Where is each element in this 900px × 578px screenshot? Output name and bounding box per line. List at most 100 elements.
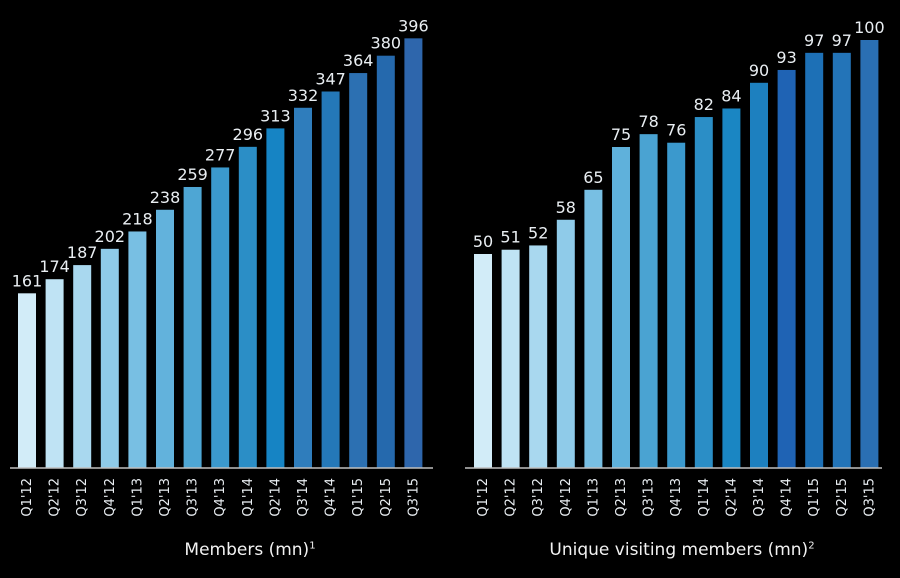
members-tick-label: Q2'12 — [48, 478, 63, 517]
members-tick-label: Q1'15 — [351, 478, 366, 517]
visiting-value-label: 100 — [854, 18, 885, 37]
members-tick-label: Q1'13 — [130, 478, 145, 517]
members-bar — [18, 293, 36, 468]
visiting-tick-label: Q4'14 — [780, 478, 795, 517]
visiting-value-label: 93 — [776, 48, 796, 67]
members-value-label: 238 — [150, 188, 181, 207]
visiting-tick-label: Q1'13 — [586, 478, 601, 517]
members-value-label: 202 — [95, 227, 126, 246]
members-value-label: 174 — [39, 257, 70, 276]
visiting-caption: Unique visiting members (mn)2 — [472, 540, 892, 560]
visiting-tick-label: Q3'15 — [862, 478, 877, 517]
visiting-value-label: 84 — [721, 86, 741, 105]
members-bar — [73, 265, 92, 468]
visiting-value-label: 97 — [832, 31, 852, 50]
members-value-label: 187 — [67, 243, 98, 262]
visiting-tick-label: Q1'14 — [697, 478, 712, 517]
visiting-tick-label: Q3'14 — [752, 478, 767, 517]
visiting-bar — [694, 117, 713, 468]
visiting-tick-label: Q3'13 — [642, 478, 657, 517]
members-tick-label: Q1'12 — [20, 478, 35, 517]
members-tick-label: Q2'14 — [268, 478, 283, 517]
members-tick-label: Q3'14 — [296, 478, 311, 517]
visiting-chart: 50 Q1'12 51 Q2'12 52 Q3'12 58 Q4'12 65 Q1'13 75 Q2'… — [465, 18, 885, 517]
members-bar — [294, 107, 312, 468]
visiting-tick-label: Q1'15 — [807, 478, 822, 517]
members-tick-label: Q4'14 — [324, 478, 339, 517]
members-value-label: 218 — [122, 209, 153, 228]
visiting-value-label: 65 — [583, 168, 603, 187]
members-caption: Members (mn)1 — [40, 540, 460, 560]
members-tick-label: Q3'12 — [75, 478, 90, 517]
members-value-label: 277 — [205, 145, 236, 164]
members-value-label: 332 — [288, 86, 319, 105]
visiting-value-label: 78 — [638, 112, 658, 131]
members-tick-label: Q4'12 — [103, 478, 118, 517]
visiting-tick-label: Q3'12 — [531, 478, 546, 517]
members-bar — [404, 38, 423, 469]
members-footnote-marker: 1 — [309, 540, 316, 552]
visiting-tick-label: Q4'13 — [669, 478, 684, 517]
members-value-label: 380 — [371, 34, 402, 53]
visiting-value-label: 58 — [556, 198, 576, 217]
visiting-tick-label: Q2'13 — [614, 478, 629, 517]
members-value-label: 296 — [233, 125, 264, 144]
visiting-value-label: 51 — [500, 228, 520, 247]
members-value-label: 347 — [315, 70, 346, 89]
visiting-bar — [722, 108, 741, 468]
visiting-value-label: 90 — [749, 61, 769, 80]
members-chart: 161 Q1'12 174 Q2'12 187 Q3'12 202 Q4'12 218 Q1'13… — [10, 16, 433, 517]
visiting-bar — [750, 82, 768, 469]
members-tick-label: Q1'14 — [241, 478, 256, 517]
visiting-tick-label: Q2'14 — [724, 478, 739, 517]
visiting-tick-label: Q4'12 — [559, 478, 574, 517]
members-tick-label: Q3'13 — [186, 478, 201, 517]
visiting-value-label: 76 — [666, 121, 686, 140]
visiting-value-label: 97 — [804, 31, 824, 50]
visiting-value-label: 82 — [694, 95, 714, 114]
visiting-bar — [777, 69, 796, 469]
visiting-title: Unique visiting members (mn) — [549, 540, 809, 560]
visiting-bar — [556, 219, 575, 468]
visiting-bar — [832, 52, 851, 469]
members-bar — [266, 128, 285, 468]
members-bar — [156, 209, 174, 468]
members-tick-label: Q4'13 — [213, 478, 228, 517]
members-bar — [238, 146, 257, 468]
visiting-bar — [474, 254, 492, 468]
members-bar — [349, 73, 368, 468]
members-title: Members (mn) — [184, 540, 310, 560]
visiting-bar — [860, 40, 879, 468]
visiting-tick-label: Q2'12 — [504, 478, 519, 517]
members-bar — [128, 231, 147, 468]
members-bar — [376, 55, 395, 468]
members-bar — [321, 91, 340, 468]
visiting-bar — [805, 52, 824, 469]
members-tick-label: Q2'13 — [158, 478, 173, 517]
members-tick-label: Q2'15 — [379, 478, 394, 517]
members-tick-label: Q3'15 — [406, 478, 421, 517]
members-bar — [45, 279, 64, 468]
visiting-bar — [667, 142, 686, 468]
visiting-bar — [612, 147, 630, 468]
members-bar — [100, 248, 119, 468]
visiting-value-label: 50 — [473, 232, 493, 251]
members-value-label: 364 — [343, 51, 374, 70]
visiting-footnote-marker: 2 — [808, 540, 815, 552]
visiting-value-label: 75 — [611, 125, 631, 144]
members-value-label: 313 — [260, 106, 291, 125]
visiting-value-label: 52 — [528, 223, 548, 242]
members-bar — [211, 167, 230, 468]
visiting-tick-label: Q2'15 — [835, 478, 850, 517]
members-bar — [183, 186, 202, 469]
visiting-bar — [584, 189, 603, 469]
visiting-bar — [639, 134, 658, 468]
visiting-bar — [529, 245, 548, 468]
members-value-label: 396 — [398, 16, 429, 35]
members-value-label: 259 — [177, 165, 208, 184]
visiting-bar — [501, 249, 520, 468]
members-value-label: 161 — [12, 271, 43, 290]
visiting-tick-label: Q1'12 — [476, 478, 491, 517]
